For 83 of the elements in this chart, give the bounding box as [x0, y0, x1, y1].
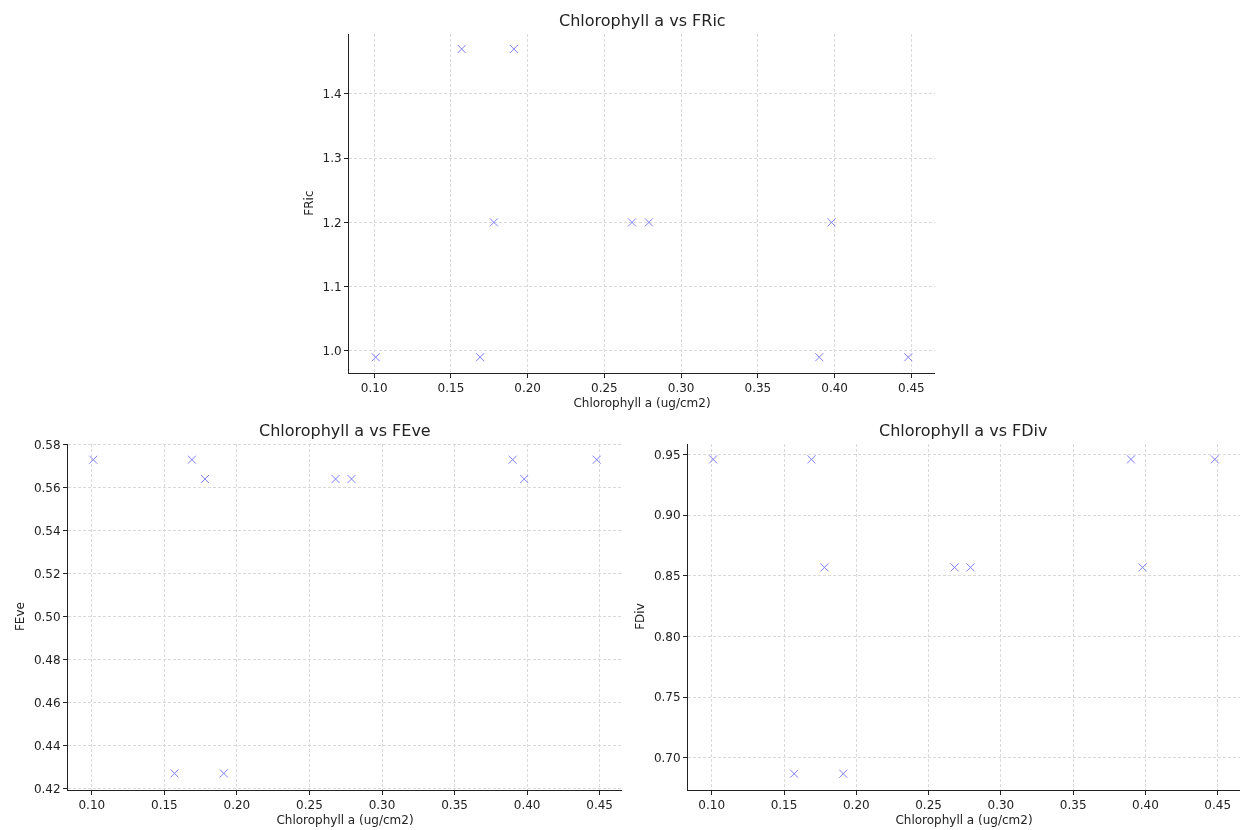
x-axis-title: Chlorophyll a (ug/cm2): [573, 395, 711, 410]
point: [508, 455, 518, 465]
y-tick-label: 0.56: [33, 480, 61, 495]
y-tick-label: 1.4: [322, 87, 342, 102]
point: [1210, 454, 1220, 464]
x-tick-label: 0.20: [514, 381, 542, 396]
point: [347, 474, 357, 484]
point: [170, 768, 179, 778]
point: [819, 562, 829, 572]
x-tick-label: 0.40: [821, 381, 848, 396]
y-tick-label: 0.58: [33, 437, 61, 452]
y-tick-label: 0.80: [653, 629, 681, 644]
point: [1126, 454, 1136, 464]
y-tick-label: 0.48: [33, 652, 61, 667]
point: [644, 217, 654, 227]
point: [627, 217, 637, 227]
point: [903, 352, 913, 362]
x-tick-label: 0.30: [987, 797, 1015, 812]
y-tick-label: 1.0: [322, 344, 342, 358]
point: [827, 217, 837, 227]
y-tick-label: 0.85: [653, 569, 681, 584]
x-tick-label: 0.10: [360, 381, 388, 396]
y-tick-label: 0.75: [653, 690, 681, 705]
point: [219, 768, 229, 778]
point: [592, 455, 602, 465]
chart-title: Chlorophyll a vs FRic: [559, 11, 726, 30]
y-tick-label: 0.50: [33, 609, 61, 624]
point: [708, 454, 718, 464]
point: [187, 455, 197, 465]
x-tick-label: 0.40: [513, 797, 541, 812]
x-tick-label: 0.20: [842, 797, 870, 812]
x-tick-label: 0.30: [667, 381, 695, 396]
y-tick-label: 0.95: [653, 447, 681, 462]
x-tick-label: 0.10: [698, 797, 726, 812]
point: [457, 44, 467, 54]
point: [838, 769, 848, 779]
y-axis-title: FDiv: [633, 603, 648, 630]
y-tick-label: 0.90: [653, 508, 681, 523]
x-tick-label: 0.35: [744, 381, 772, 396]
x-tick-label: 0.45: [586, 797, 614, 812]
y-tick-label: 0.44: [33, 738, 61, 753]
y-axis-title: FRic: [301, 190, 316, 216]
x-tick-label: 0.25: [296, 797, 323, 812]
y-tick-label: 0.70: [653, 751, 681, 766]
x-tick-label: 0.15: [770, 797, 798, 812]
x-axis-title: Chlorophyll a (ug/cm2): [895, 812, 1033, 827]
x-axis-title: Chlorophyll a (ug/cm2): [276, 812, 414, 827]
y-tick-label: 0.52: [33, 566, 61, 581]
point: [509, 44, 519, 54]
y-axis-title: FEve: [13, 602, 28, 632]
y-tick-label: 1.1: [322, 279, 342, 294]
point: [1138, 562, 1148, 572]
point: [331, 474, 341, 484]
x-tick-label: 0.25: [591, 381, 618, 396]
x-tick-label: 0.25: [915, 797, 942, 812]
y-tick-label: 0.54: [33, 523, 61, 538]
x-tick-label: 0.20: [223, 797, 251, 812]
point: [475, 352, 485, 362]
x-tick-label: 0.35: [1059, 797, 1087, 812]
x-tick-label: 0.10: [78, 797, 106, 812]
y-tick-label: 1.3: [322, 151, 342, 166]
point: [950, 562, 960, 572]
point: [814, 352, 824, 362]
x-tick-label: 0.35: [441, 797, 468, 812]
y-tick-label: 1.2: [322, 215, 342, 230]
x-tick-label: 0.15: [150, 797, 178, 812]
point: [519, 474, 529, 484]
y-tick-label: 0.46: [33, 695, 61, 710]
x-tick-label: 0.30: [368, 797, 396, 812]
point: [789, 769, 799, 779]
point: [806, 454, 816, 464]
point: [489, 217, 499, 227]
point: [88, 455, 98, 465]
point: [966, 562, 976, 572]
x-tick-label: 0.15: [437, 381, 465, 396]
chart-title: Chlorophyll a vs FDiv: [879, 421, 1048, 440]
chart-title: Chlorophyll a vs FEve: [259, 421, 431, 440]
point: [200, 474, 210, 484]
y-tick-label: 0.42: [33, 781, 61, 796]
point: [371, 352, 381, 362]
x-tick-label: 0.40: [1132, 797, 1159, 812]
x-tick-label: 0.45: [1204, 797, 1232, 812]
x-tick-label: 0.45: [898, 381, 925, 396]
